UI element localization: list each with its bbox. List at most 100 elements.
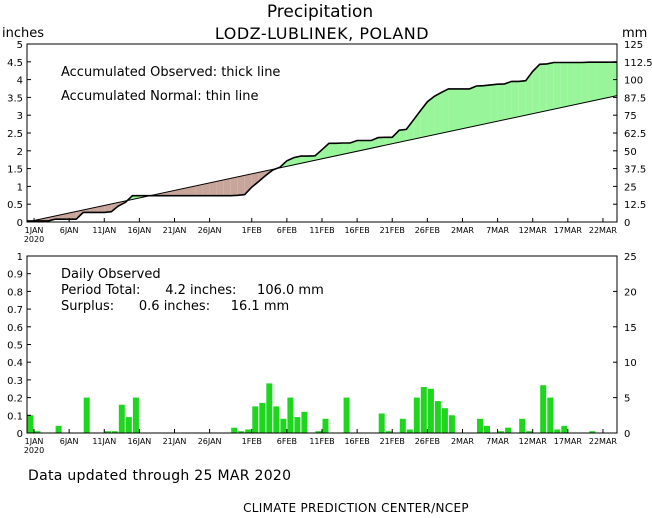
top-x-tick-label: 11FEB xyxy=(309,226,334,235)
accumulation-diff-area xyxy=(560,62,568,108)
accumulation-diff-area xyxy=(181,187,189,196)
daily-precip-bar xyxy=(484,425,490,433)
accumulated-normal-line xyxy=(26,95,618,223)
bottom-x-tick-label: 22MAR xyxy=(589,437,618,446)
right-y-tick-label: 12.5 xyxy=(624,200,646,211)
right-y-tick-label: 25 xyxy=(624,182,637,193)
daily-panel: 00.10.20.30.40.50.60.70.80.910510152025D… xyxy=(7,252,637,455)
bottom-x-tick-label: 17MAR xyxy=(554,437,583,446)
accumulated-panel: 00.511.522.533.544.55012.52537.55062.575… xyxy=(7,40,652,244)
daily-precip-bar xyxy=(519,418,526,433)
bottom-x-tick-label: 26FEB xyxy=(415,437,440,446)
accumulation-diff-area xyxy=(195,184,203,196)
daily-precip-bar xyxy=(280,418,287,433)
accumulation-diff-area xyxy=(518,80,526,117)
daily-left-y-tick-label: 0.1 xyxy=(7,411,23,422)
left-y-tick-label: 0 xyxy=(17,218,23,229)
daily-left-y-tick-label: 0.9 xyxy=(7,270,23,281)
right-y-tick-label: 125 xyxy=(624,40,643,51)
daily-precip-bar xyxy=(259,402,266,433)
accumulation-diff-area xyxy=(469,86,477,128)
daily-left-y-tick-label: 0 xyxy=(17,429,23,440)
accumulation-diff-area xyxy=(392,130,400,144)
chart-title: Precipitation xyxy=(267,2,373,22)
accumulation-diff-area xyxy=(357,140,365,152)
top-x-tick-label: 2MAR xyxy=(451,226,474,235)
accumulation-diff-area xyxy=(434,92,442,135)
daily-precip-bar xyxy=(231,427,238,433)
daily-precip-bar xyxy=(27,415,34,433)
daily-precip-bar xyxy=(83,397,90,433)
daily-precip-bar xyxy=(441,408,448,433)
accumulation-diff-area xyxy=(244,173,252,195)
accumulation-diff-area xyxy=(188,185,196,196)
accumulation-diff-area xyxy=(329,143,336,158)
accumulation-diff-area xyxy=(336,143,344,156)
accumulation-diff-area xyxy=(378,137,386,147)
accumulation-diff-area xyxy=(567,62,575,107)
bottom-x-tick-label: 7MAR xyxy=(486,437,509,446)
right-y-tick-label: 62.5 xyxy=(624,129,646,140)
top-x-tick-label: 1JAN xyxy=(25,226,44,235)
left-y-tick-label: 4 xyxy=(17,76,23,87)
accumulation-diff-area xyxy=(300,156,308,164)
top-x-tick-label: 21FEB xyxy=(380,226,405,235)
accumulation-diff-area xyxy=(230,176,238,196)
left-y-tick-label: 1 xyxy=(17,182,23,193)
daily-precip-bar xyxy=(505,427,512,433)
observed-legend-text: Accumulated Observed: thick line xyxy=(61,65,280,80)
top-year-label: 2020 xyxy=(24,235,44,244)
daily-precip-bar xyxy=(287,397,294,433)
daily-left-y-tick-label: 1 xyxy=(17,252,23,263)
daily-precip-bar xyxy=(238,431,245,433)
top-x-tick-label: 7MAR xyxy=(486,226,509,235)
accumulation-diff-area xyxy=(223,178,231,196)
period-total-text: Period Total: 4.2 inches: 106.0 mm xyxy=(61,283,324,298)
daily-precip-bar xyxy=(245,429,252,433)
daily-precip-bar xyxy=(34,431,41,433)
accumulation-diff-area xyxy=(476,85,484,126)
daily-left-y-tick-label: 0.7 xyxy=(7,305,23,316)
daily-precip-bar xyxy=(315,431,322,433)
bottom-x-tick-label: 26JAN xyxy=(198,437,222,446)
accumulation-diff-area xyxy=(258,170,266,182)
daily-precip-bar xyxy=(434,401,441,433)
accumulation-diff-area xyxy=(504,81,512,120)
normal-legend-text: Accumulated Normal: thin line xyxy=(61,89,259,104)
accumulation-diff-area xyxy=(237,175,245,196)
accumulation-diff-area xyxy=(525,71,533,116)
daily-left-y-tick-label: 0.4 xyxy=(7,358,23,369)
accumulation-diff-area xyxy=(490,84,498,123)
accumulation-diff-area xyxy=(462,88,470,129)
daily-right-y-tick-label: 5 xyxy=(624,394,630,405)
accumulation-diff-area xyxy=(448,88,456,132)
accumulation-diff-area xyxy=(364,140,372,150)
daily-precip-bar xyxy=(526,431,533,433)
bottom-x-tick-label: 1FEB xyxy=(242,437,262,446)
daily-precip-bar xyxy=(118,404,125,433)
accumulation-diff-area xyxy=(97,205,105,213)
top-x-tick-label: 1FEB xyxy=(242,226,262,235)
accumulation-diff-area xyxy=(406,120,414,141)
footer-credit: CLIMATE PREDICTION CENTER/NCEP xyxy=(243,501,469,515)
daily-precip-bar xyxy=(498,431,505,433)
accumulation-diff-area xyxy=(553,62,561,110)
daily-precip-bar xyxy=(378,413,385,433)
daily-precip-bar xyxy=(55,425,62,433)
daily-precip-bar xyxy=(125,417,132,433)
daily-precip-bar xyxy=(132,397,139,433)
accumulation-diff-area xyxy=(174,188,182,196)
accumulation-diff-area xyxy=(539,63,547,113)
bottom-x-tick-label: 6FEB xyxy=(277,437,297,446)
right-axis-unit: mm xyxy=(622,26,647,41)
daily-precip-bar xyxy=(477,418,483,433)
accumulation-diff-area xyxy=(420,101,428,138)
accumulation-diff-area xyxy=(546,62,554,111)
accumulation-diff-area xyxy=(574,62,582,105)
bottom-x-tick-label: 6JAN xyxy=(60,437,79,446)
daily-precip-bar xyxy=(413,397,420,433)
accumulation-diff-area xyxy=(69,211,77,220)
bottom-x-tick-label: 21FEB xyxy=(380,437,405,446)
accumulation-diff-area xyxy=(532,64,540,114)
